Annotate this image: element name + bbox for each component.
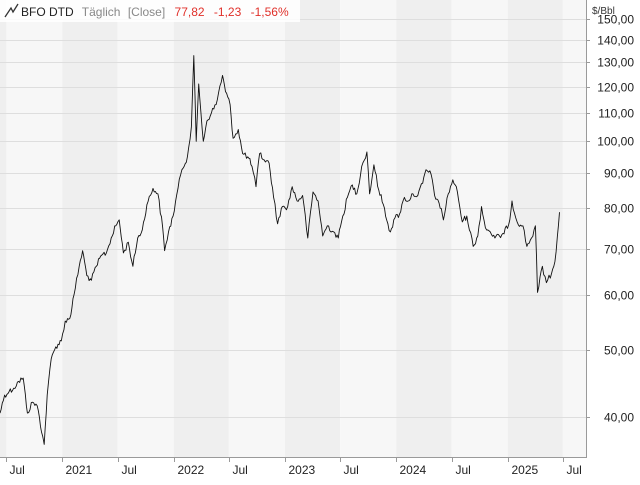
background-band — [340, 0, 397, 457]
x-tick-label: Jul — [567, 463, 582, 477]
x-tick-label: 2025 — [512, 463, 539, 477]
x-tick-label: Jul — [122, 463, 137, 477]
y-tick-label: 120,00 — [597, 81, 634, 95]
y-tick-label: 70,00 — [604, 243, 634, 257]
y-tick-label: 90,00 — [604, 167, 634, 181]
x-tick-label: Jul — [344, 463, 359, 477]
y-axis: 40,00 50,00 60,00 70,00 80,00 90,00 100,00 110,… — [586, 13, 634, 425]
y-tick-label: 40,00 — [604, 411, 634, 425]
x-axis: Jul 2021 Jul 2022 Jul 2023 Jul 2024 Jul 2025 Jul — [6, 457, 582, 477]
header-change: -1,23 — [214, 5, 242, 19]
price-series-line — [0, 55, 560, 445]
background-band — [6, 0, 63, 457]
y-tick-label: 110,00 — [598, 107, 634, 121]
y-tick-label: 150,00 — [597, 13, 634, 27]
y-tick-label: 50,00 — [604, 344, 634, 358]
background-band — [396, 0, 452, 457]
header-change-pct: -1,56% — [251, 5, 289, 19]
svg-text:BFO DTD Täglich [C: BFO DTD Täglich [Close] 77,82 -1,23 -1,5… — [21, 5, 289, 19]
y-tick-label: 140,00 — [597, 34, 634, 48]
background-band — [117, 0, 174, 457]
x-tick-label: 2024 — [400, 463, 427, 477]
header-symbol: BFO DTD — [21, 5, 74, 19]
x-tick-label: 2022 — [178, 463, 205, 477]
y-tick-label: 60,00 — [604, 289, 634, 303]
y-tick-label: 100,00 — [597, 135, 634, 149]
x-tick-label: Jul — [233, 463, 248, 477]
background-bands — [0, 0, 586, 457]
background-band — [62, 0, 118, 457]
y-tick-label: 80,00 — [604, 202, 634, 216]
header-mode: [Close] — [128, 5, 165, 19]
x-tick-label: Jul — [10, 463, 25, 477]
x-tick-label: 2023 — [289, 463, 316, 477]
background-band — [0, 0, 7, 457]
price-line-layer — [0, 55, 560, 445]
background-band — [451, 0, 508, 457]
line-chart-icon — [4, 3, 19, 18]
y-tick-label: 130,00 — [597, 56, 634, 70]
x-tick-label: Jul — [456, 463, 471, 477]
background-band — [173, 0, 229, 457]
background-band — [562, 0, 586, 457]
header-interval: Täglich — [82, 5, 121, 19]
y-axis-unit-label: $/Bbl — [592, 6, 615, 17]
x-tick-label: 2021 — [66, 463, 93, 477]
background-band — [284, 0, 341, 457]
header-last: 77,82 — [175, 5, 205, 19]
header-background — [0, 0, 300, 22]
background-band — [228, 0, 285, 457]
